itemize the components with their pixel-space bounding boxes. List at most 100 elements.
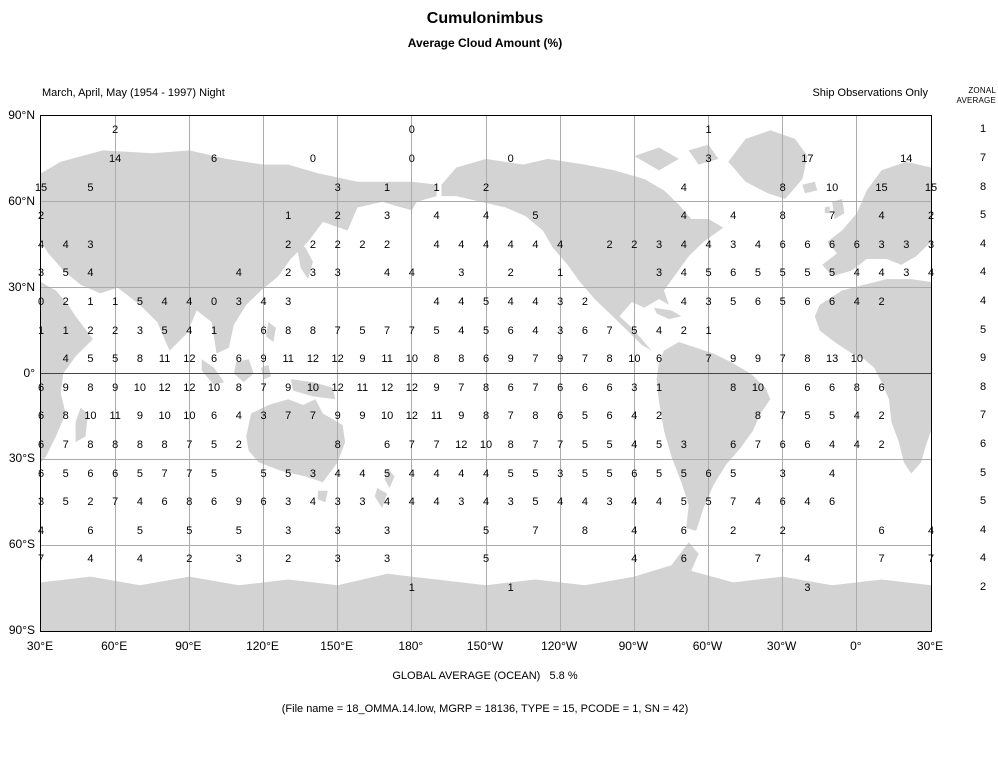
period-label: March, April, May (1954 - 1997) Night <box>42 87 225 99</box>
grid-value: 15 <box>924 181 938 194</box>
island-borneo <box>233 359 254 383</box>
grid-value: 4 <box>680 295 687 308</box>
grid-value: 5 <box>87 353 94 366</box>
grid-value: 5 <box>186 524 193 537</box>
grid-value: 2 <box>285 553 292 566</box>
grid-value: 5 <box>581 439 588 452</box>
grid-value: 5 <box>779 267 786 280</box>
grid-value: 15 <box>875 181 888 194</box>
grid-value: 6 <box>260 324 267 337</box>
grid-value: 4 <box>136 496 143 509</box>
grid-value: 8 <box>334 439 341 452</box>
grid-value: 2 <box>334 210 341 223</box>
grid-value: 2 <box>581 295 588 308</box>
grid-value: 4 <box>927 524 935 537</box>
grid-value: 3 <box>136 324 143 337</box>
grid-value: 7 <box>532 524 539 537</box>
continent-africa-east <box>41 281 93 463</box>
parallel-gridline <box>41 201 931 203</box>
lon-tick-label: 120°E <box>246 639 279 653</box>
grid-value: 7 <box>285 410 292 423</box>
grid-value: 7 <box>186 439 193 452</box>
island-japan <box>295 241 313 280</box>
grid-value: 1 <box>408 582 415 595</box>
zonal-average-value: 4 <box>979 552 987 565</box>
grid-value: 2 <box>285 238 292 251</box>
grid-value: 4 <box>458 324 465 337</box>
zonal-header-line1: ZONAL <box>968 86 996 95</box>
grid-value: 4 <box>384 267 391 280</box>
grid-value: 11 <box>381 353 393 366</box>
grid-value: 10 <box>207 381 221 394</box>
grid-value: 7 <box>754 553 761 566</box>
grid-value: 5 <box>161 324 168 337</box>
grid-value: 5 <box>779 295 786 308</box>
lat-tick-label: 0° <box>23 365 35 380</box>
grid-value: 0 <box>309 152 316 165</box>
grid-value: 2 <box>878 295 885 308</box>
island-new-zealand-north <box>384 467 395 488</box>
grid-value: 4 <box>532 324 539 337</box>
grid-value: 2 <box>680 324 687 337</box>
grid-value: 5 <box>655 439 663 452</box>
grid-value: 2 <box>507 267 514 280</box>
grid-value: 5 <box>210 467 218 480</box>
grid-value: 8 <box>62 410 69 423</box>
grid-value: 6 <box>581 324 588 337</box>
grid-value: 8 <box>309 324 316 337</box>
grid-value: 4 <box>384 496 391 509</box>
grid-value: 7 <box>507 410 514 423</box>
grid-value: 6 <box>730 267 737 280</box>
grid-value: 5 <box>87 181 94 194</box>
grid-value: 9 <box>285 381 292 394</box>
continent-south-america <box>656 342 771 531</box>
grid-value: 14 <box>109 152 122 165</box>
zonal-average-value: 8 <box>979 380 987 393</box>
grid-value: 3 <box>235 295 242 308</box>
grid-value: 4 <box>433 238 440 251</box>
grid-value: 4 <box>680 267 687 280</box>
grid-value: 6 <box>829 381 836 394</box>
grid-value: 3 <box>606 496 613 509</box>
lon-tick-label: 120°W <box>541 639 578 653</box>
grid-value: 3 <box>878 238 885 251</box>
grid-value: 3 <box>334 524 341 537</box>
grid-value: 4 <box>62 238 69 251</box>
grid-value: 4 <box>507 295 514 308</box>
grid-value: 11 <box>282 353 294 366</box>
grid-value: 4 <box>532 238 539 251</box>
grid-value: 5 <box>384 467 391 480</box>
grid-value: 4 <box>433 496 440 509</box>
grid-value: 8 <box>458 353 465 366</box>
grid-value: 5 <box>680 496 687 509</box>
grid-value: 5 <box>507 467 514 480</box>
zonal-average-value: 1 <box>979 123 987 136</box>
grid-value: 10 <box>380 410 394 423</box>
grid-value: 4 <box>334 467 341 480</box>
grid-value: 3 <box>384 210 391 223</box>
grid-value: 7 <box>532 439 539 452</box>
grid-value: 6 <box>87 467 94 480</box>
grid-value: 6 <box>507 324 514 337</box>
grid-value: 3 <box>37 496 45 509</box>
parallel-gridline <box>41 458 931 460</box>
island-sumatra <box>201 359 224 385</box>
grid-value: 6 <box>557 381 564 394</box>
zonal-average-value: 5 <box>979 323 987 336</box>
grid-value: 4 <box>804 496 811 509</box>
island-ireland <box>824 206 830 214</box>
grid-value: 2 <box>730 524 737 537</box>
grid-value: 10 <box>158 410 171 423</box>
grid-value: 10 <box>306 381 320 394</box>
grid-value: 4 <box>458 295 465 308</box>
grid-value: 8 <box>581 524 588 537</box>
grid-value: 5 <box>482 524 490 537</box>
grid-value: 4 <box>631 439 638 452</box>
grid-value: 7 <box>112 496 119 509</box>
grid-value: 3 <box>730 238 737 251</box>
grid-value: 5 <box>730 467 737 480</box>
grid-value: 7 <box>433 439 440 452</box>
grid-value: 8 <box>730 381 737 394</box>
grid-value: 10 <box>405 353 418 366</box>
grid-value: 9 <box>433 381 440 394</box>
